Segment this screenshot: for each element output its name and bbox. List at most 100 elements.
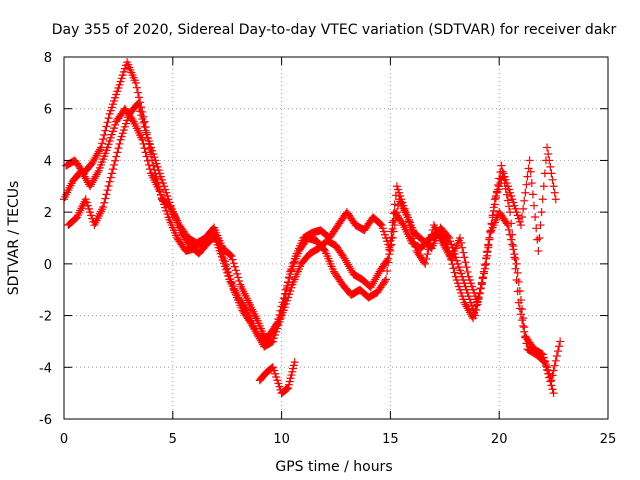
- data-point: [513, 287, 522, 296]
- data-point: [521, 333, 530, 342]
- data-point: [516, 310, 525, 319]
- data-point: [486, 226, 495, 235]
- data-point: [459, 248, 468, 257]
- data-point: [101, 126, 110, 135]
- x-tick-label: 25: [600, 432, 617, 447]
- data-point: [536, 221, 545, 230]
- data-point: [384, 254, 393, 263]
- data-point: [383, 266, 392, 275]
- data-point: [450, 268, 459, 277]
- data-point: [136, 98, 145, 107]
- data-point: [427, 230, 436, 239]
- data-point: [504, 225, 513, 234]
- data-point: [144, 139, 153, 148]
- data-point: [235, 276, 244, 285]
- data-point: [114, 144, 123, 153]
- data-point: [148, 156, 157, 165]
- grid: [64, 57, 608, 419]
- data-point: [494, 180, 503, 189]
- x-tick-label: 10: [273, 432, 290, 447]
- data-point: [100, 130, 109, 139]
- data-point: [519, 321, 528, 330]
- data-point: [99, 202, 108, 211]
- data-point: [113, 148, 122, 157]
- data-point: [290, 358, 299, 367]
- data-point: [548, 175, 557, 184]
- data-point: [422, 255, 431, 264]
- data-point: [500, 179, 509, 188]
- data-point: [485, 233, 494, 242]
- data-point: [143, 134, 152, 143]
- data-point: [222, 260, 231, 269]
- series-track-b: [64, 99, 560, 343]
- y-tick-label: 0: [44, 258, 52, 273]
- data-point: [487, 220, 496, 229]
- data-point: [96, 143, 105, 152]
- data-point: [519, 204, 528, 213]
- data-point: [103, 118, 112, 127]
- data-point: [98, 139, 107, 148]
- data-point: [139, 112, 148, 121]
- data-point: [520, 327, 529, 336]
- data-point: [150, 165, 159, 174]
- y-tick-label: 8: [44, 51, 52, 66]
- data-point: [289, 258, 298, 267]
- data-point: [550, 188, 559, 197]
- axis-ticks: 0 5 10 15 20 25 -6 -4 -2 0 2 4 6 8: [39, 51, 616, 447]
- data-point: [380, 276, 389, 285]
- data-point: [385, 245, 394, 254]
- data-point: [108, 165, 117, 174]
- data-point: [131, 78, 140, 87]
- data-point: [501, 184, 510, 193]
- data-point: [539, 182, 548, 191]
- data-point: [387, 227, 396, 236]
- data-point: [503, 196, 512, 205]
- data-point: [552, 351, 561, 360]
- data-point: [288, 262, 297, 271]
- data-point: [423, 250, 432, 259]
- data-point: [106, 173, 115, 182]
- data-point: [112, 152, 121, 161]
- data-point: [518, 316, 527, 325]
- data-point: [556, 337, 565, 346]
- data-point: [479, 267, 488, 276]
- y-tick-label: 4: [44, 154, 52, 169]
- data-point: [283, 281, 292, 290]
- data-point: [513, 268, 522, 277]
- data-point: [141, 148, 150, 157]
- data-point: [544, 369, 553, 378]
- y-axis-label: SDTVAR / TECUs: [6, 181, 22, 296]
- data-point: [512, 259, 521, 268]
- data-point: [231, 266, 240, 275]
- y-tick-label: 2: [44, 206, 52, 221]
- data-point: [227, 252, 236, 261]
- data-point: [481, 260, 490, 269]
- data-point: [507, 219, 516, 228]
- data-point: [538, 195, 547, 204]
- data-point: [540, 358, 549, 367]
- data-point: [546, 162, 555, 171]
- data-point: [489, 206, 498, 215]
- data-point: [520, 196, 529, 205]
- data-point: [232, 269, 241, 278]
- data-point: [142, 128, 151, 137]
- data-point: [229, 259, 238, 268]
- data-point: [105, 177, 114, 186]
- data-point: [138, 135, 147, 144]
- data-point: [511, 255, 520, 264]
- data-point: [539, 357, 548, 366]
- data-point: [107, 169, 116, 178]
- x-tick-label: 20: [491, 432, 508, 447]
- data-point: [473, 300, 482, 309]
- data-point: [532, 224, 541, 233]
- data-point: [444, 232, 453, 241]
- data-point: [512, 276, 521, 285]
- data-point: [226, 251, 235, 260]
- data-point: [551, 356, 560, 365]
- data-point: [390, 200, 399, 209]
- data-point: [511, 264, 520, 273]
- data-points: [60, 58, 565, 398]
- data-point: [547, 381, 556, 390]
- data-point: [104, 181, 113, 190]
- data-point: [111, 156, 120, 165]
